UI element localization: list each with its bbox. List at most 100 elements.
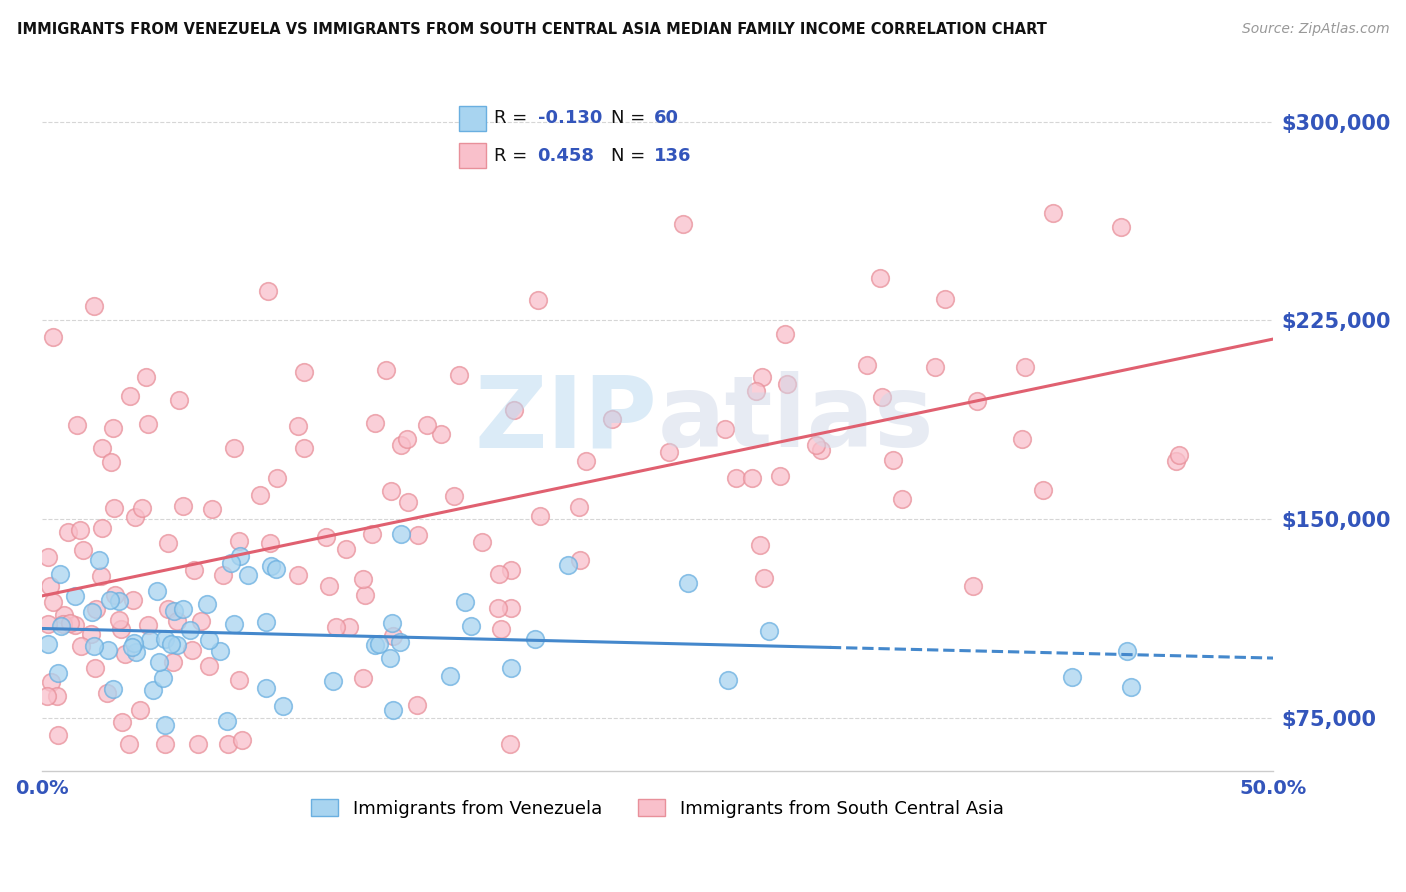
Point — [198, 633, 221, 648]
Point — [35, 690, 58, 704]
Point — [167, 393, 190, 408]
Point — [744, 384, 766, 398]
Point — [751, 370, 773, 384]
Point — [187, 737, 209, 751]
Point — [56, 524, 79, 539]
Point — [163, 604, 186, 618]
Point — [259, 536, 281, 550]
Point — [41, 330, 63, 344]
Point — [124, 644, 146, 658]
Point — [352, 671, 374, 685]
Point — [82, 605, 104, 619]
Point — [557, 558, 579, 573]
Point — [238, 568, 260, 582]
Point — [776, 377, 799, 392]
Point — [408, 528, 430, 542]
Point — [222, 441, 245, 455]
Point — [378, 650, 401, 665]
Point — [228, 673, 250, 687]
Point — [90, 569, 112, 583]
Point — [499, 737, 522, 751]
Point — [430, 427, 453, 442]
Point — [49, 619, 72, 633]
Point — [287, 568, 309, 582]
Point — [966, 393, 988, 408]
Point — [773, 326, 796, 341]
Text: Source: ZipAtlas.com: Source: ZipAtlas.com — [1241, 22, 1389, 37]
Point — [758, 624, 780, 638]
Point — [381, 615, 404, 630]
Point — [1014, 359, 1036, 374]
Point — [322, 673, 344, 688]
Point — [352, 572, 374, 586]
Point — [172, 500, 194, 514]
Point — [526, 293, 548, 308]
Point — [501, 661, 523, 675]
Point — [100, 454, 122, 468]
Point — [676, 576, 699, 591]
Point — [183, 563, 205, 577]
Point — [101, 682, 124, 697]
Point — [72, 543, 94, 558]
Point — [46, 689, 69, 703]
Point — [118, 737, 141, 751]
Point — [714, 422, 737, 436]
Point — [810, 443, 832, 458]
Point — [198, 659, 221, 673]
Point — [416, 417, 439, 432]
Point — [454, 595, 477, 609]
Point — [575, 453, 598, 467]
Point — [389, 438, 412, 452]
Point — [37, 617, 59, 632]
Text: atlas: atlas — [658, 371, 934, 468]
Point — [1060, 670, 1083, 684]
Point — [48, 566, 70, 581]
Point — [153, 737, 176, 751]
Point — [52, 616, 75, 631]
Point — [271, 699, 294, 714]
Point — [325, 619, 347, 633]
Point — [37, 550, 59, 565]
Point — [389, 527, 412, 541]
Point — [148, 655, 170, 669]
Point — [256, 284, 278, 298]
Point — [84, 602, 107, 616]
Point — [219, 557, 242, 571]
Point — [266, 471, 288, 485]
Point — [934, 292, 956, 306]
Point — [287, 419, 309, 434]
Text: IMMIGRANTS FROM VENEZUELA VS IMMIGRANTS FROM SOUTH CENTRAL ASIA MEDIAN FAMILY IN: IMMIGRANTS FROM VENEZUELA VS IMMIGRANTS … — [17, 22, 1046, 37]
Point — [318, 579, 340, 593]
Point — [124, 509, 146, 524]
Point — [122, 635, 145, 649]
Point — [962, 579, 984, 593]
Point — [254, 681, 277, 695]
Point — [869, 271, 891, 285]
Point — [136, 417, 159, 431]
Point — [156, 536, 179, 550]
Point — [63, 589, 86, 603]
Point — [486, 601, 509, 615]
Point — [375, 363, 398, 377]
Point — [396, 495, 419, 509]
Point — [70, 640, 93, 654]
Point — [364, 638, 387, 652]
Point — [110, 622, 132, 636]
Point — [855, 358, 877, 372]
Point — [66, 417, 89, 432]
Point — [135, 370, 157, 384]
Point — [491, 622, 513, 636]
Point — [107, 613, 129, 627]
Point — [129, 703, 152, 717]
Point — [924, 360, 946, 375]
Point — [882, 453, 904, 467]
Point — [96, 686, 118, 700]
Point — [741, 471, 763, 485]
Point — [131, 500, 153, 515]
Point — [315, 530, 337, 544]
Point — [569, 553, 592, 567]
Point — [380, 484, 402, 499]
Point — [1109, 220, 1132, 235]
Point — [83, 661, 105, 675]
Point — [87, 553, 110, 567]
